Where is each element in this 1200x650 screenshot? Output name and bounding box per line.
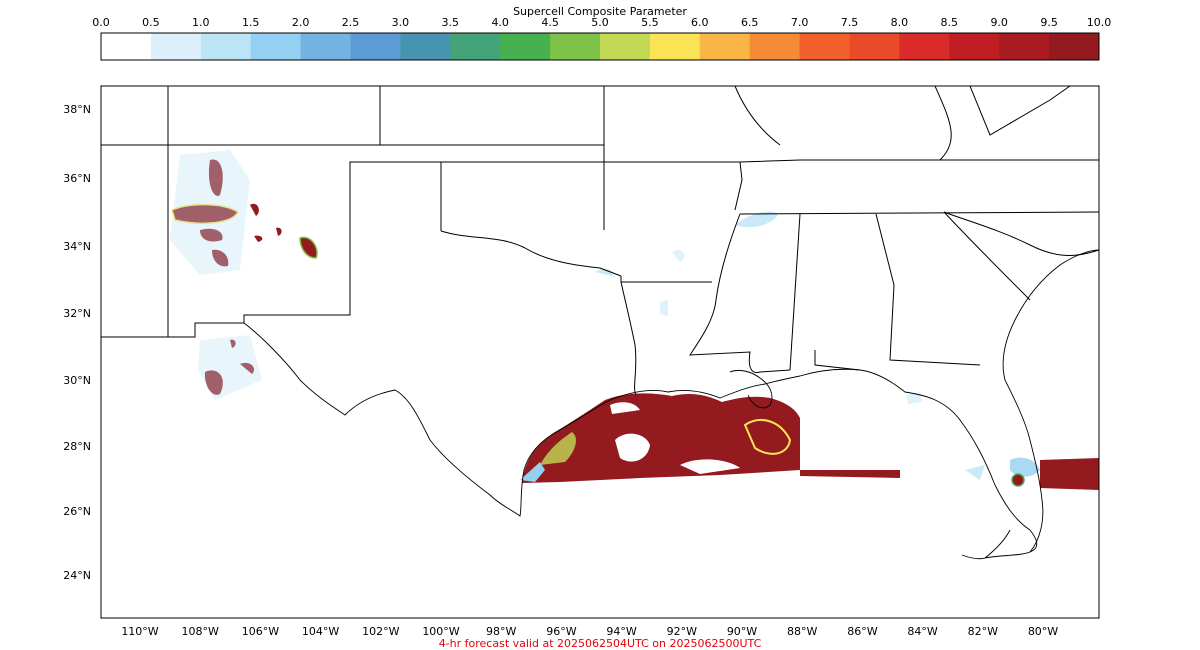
colorbar-swatch (600, 33, 651, 60)
colorbar-tick-label: 2.5 (342, 16, 360, 29)
longitude-label: 80°W (1028, 625, 1058, 638)
longitude-label: 90°W (727, 625, 757, 638)
longitude-label: 82°W (968, 625, 998, 638)
colorbar-tick-label: 6.0 (691, 16, 709, 29)
longitude-label: 102°W (362, 625, 399, 638)
latitude-label: 36°N (63, 172, 91, 185)
colorbar-swatch (350, 33, 401, 60)
colorbar-swatch (749, 33, 801, 60)
colorbar-swatch (1049, 33, 1100, 60)
colorbar-tick-label: 2.0 (292, 16, 310, 29)
colorbar-tick-labels: 0.0 0.5 1.0 1.5 2.0 2.5 3.0 3.5 4.0 4.5 5.0 5.5 6.0 6… (92, 16, 1111, 29)
colorbar-swatch (849, 33, 900, 60)
map-panel: 38°N 36°N 34°N 32°N 30°N 28°N 26°N 24°N 110°W 10… (63, 85, 1100, 638)
colorbar-swatch (200, 33, 252, 60)
forecast-valid-time-caption: 4-hr forecast valid at 2025062504UTC on … (439, 637, 762, 650)
latitude-label: 28°N (63, 440, 91, 453)
longitude-label: 88°W (787, 625, 817, 638)
longitude-label: 100°W (422, 625, 459, 638)
colorbar: Supercell Composite Parameter 0.0 0.5 1.0 1… (92, 5, 1111, 61)
colorbar-tick-label: 9.5 (1040, 16, 1058, 29)
map-frame (100, 85, 1100, 619)
colorbar-swatch (999, 33, 1050, 60)
colorbar-title: Supercell Composite Parameter (513, 5, 687, 18)
latitude-label: 34°N (63, 240, 91, 253)
state-borders (101, 86, 1099, 396)
colorbar-tick-label: 0.0 (92, 16, 110, 29)
latitude-label: 32°N (63, 307, 91, 320)
longitude-label: 84°W (907, 625, 937, 638)
longitude-label: 96°W (546, 625, 576, 638)
scp-shading-light (595, 211, 922, 404)
longitude-label: 104°W (302, 625, 339, 638)
scp-shading-southwest (170, 150, 318, 400)
longitude-label: 106°W (242, 625, 279, 638)
colorbar-tick-label: 5.5 (641, 16, 659, 29)
colorbar-tick-label: 4.0 (491, 16, 509, 29)
colorbar-tick-label: 8.0 (891, 16, 909, 29)
colorbar-swatch (300, 33, 351, 60)
colorbar-swatch (450, 33, 501, 60)
latitude-label: 26°N (63, 505, 91, 518)
colorbar-swatch (150, 33, 202, 60)
colorbar-tick-label: 1.5 (242, 16, 260, 29)
colorbar-tick-label: 9.0 (990, 16, 1008, 29)
colorbar-tick-label: 1.0 (192, 16, 210, 29)
colorbar-swatch (649, 33, 701, 60)
longitude-label: 98°W (486, 625, 516, 638)
colorbar-tick-label: 4.5 (541, 16, 559, 29)
longitude-label: 110°W (121, 625, 158, 638)
scp-shading-gulf (520, 393, 1099, 490)
colorbar-swatch (949, 33, 1000, 60)
colorbar-tick-label: 6.5 (741, 16, 759, 29)
colorbar-tick-label: 8.5 (941, 16, 959, 29)
colorbar-swatch (550, 33, 601, 60)
latitude-label: 30°N (63, 374, 91, 387)
colorbar-swatch (899, 33, 950, 60)
colorbar-tick-label: 0.5 (142, 16, 160, 29)
colorbar-tick-label: 7.0 (791, 16, 809, 29)
latitude-tick-labels: 38°N 36°N 34°N 32°N 30°N 28°N 26°N 24°N (63, 103, 91, 582)
longitude-label: 86°W (847, 625, 877, 638)
longitude-tick-labels: 110°W 108°W 106°W 104°W 102°W 100°W 98°W 96°W 94… (121, 625, 1058, 638)
colorbar-tick-label: 3.5 (442, 16, 460, 29)
colorbar-swatch (799, 33, 850, 60)
colorbar-frame (100, 32, 1100, 61)
latitude-label: 38°N (63, 103, 91, 116)
colorbar-tick-label: 3.0 (392, 16, 410, 29)
colorbar-swatch (500, 33, 551, 60)
longitude-label: 92°W (667, 625, 697, 638)
longitude-label: 94°W (606, 625, 636, 638)
longitude-label: 108°W (182, 625, 219, 638)
colorbar-swatch (400, 33, 451, 60)
colorbar-swatches (101, 33, 1100, 60)
coastlines (243, 249, 1099, 560)
colorbar-swatch (250, 33, 302, 60)
colorbar-tick-label: 7.5 (841, 16, 859, 29)
colorbar-tick-label: 5.0 (591, 16, 609, 29)
latitude-label: 24°N (63, 569, 91, 582)
colorbar-swatch (101, 33, 152, 60)
colorbar-swatch (699, 33, 751, 60)
colorbar-tick-label: 10.0 (1087, 16, 1112, 29)
